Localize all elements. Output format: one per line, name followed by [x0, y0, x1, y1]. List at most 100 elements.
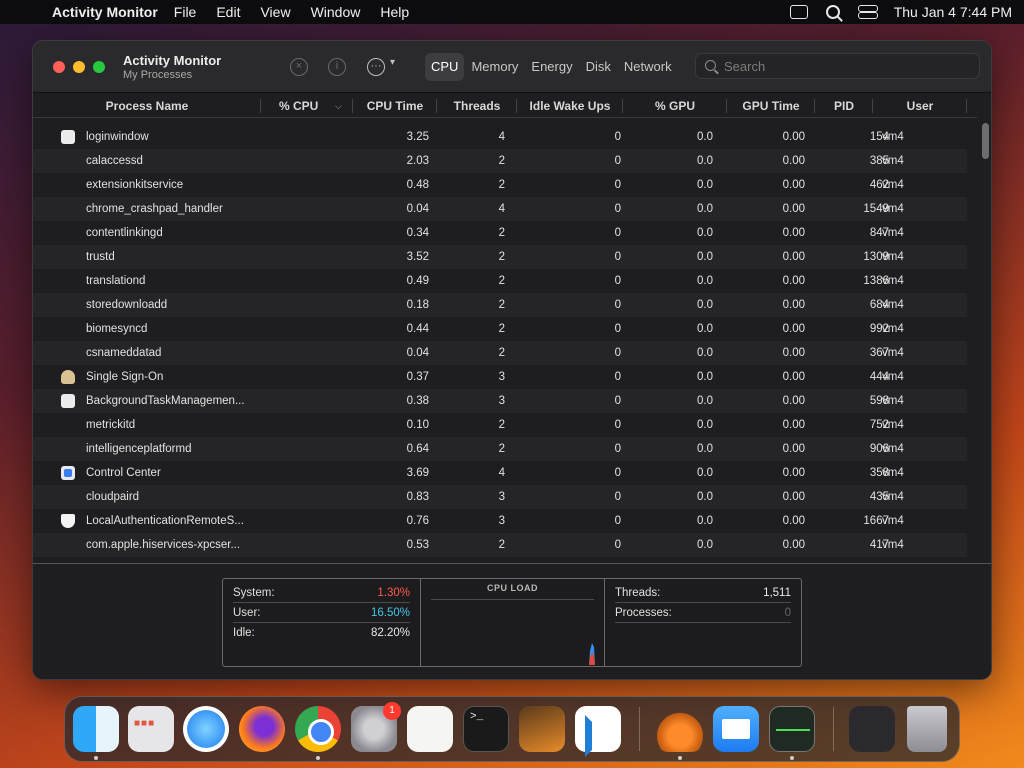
table-row[interactable]: chrome_crashpad_handler 0.04 4 0 0.0 0.00 1549… [33, 197, 967, 221]
search-input[interactable] [724, 56, 974, 76]
table-row[interactable]: BackgroundTaskManagemen... 0.38 3 0 0.0 0.00 5… [33, 389, 967, 413]
cell-idle-wake-ups: 0 [614, 515, 621, 527]
mail-icon[interactable] [713, 706, 759, 752]
textedit-icon[interactable] [407, 706, 453, 752]
table-row[interactable]: intelligenceplatformd 0.64 2 0 0.0 0.00 906 vm4 [33, 437, 967, 461]
tab-network[interactable]: Network [623, 59, 672, 74]
cell-idle-wake-ups: 0 [614, 155, 621, 167]
chevron-down-icon[interactable]: ▾ [390, 57, 396, 68]
table-row[interactable]: com.apple.hiservices-xpcser... 0.53 2 0 0.0 0… [33, 533, 967, 557]
zoom-window-button[interactable] [93, 61, 105, 73]
cell-user: vm4 [882, 227, 904, 239]
column-cpu-time[interactable]: CPU Time [353, 94, 437, 118]
cell-gpu-time: 0.00 [782, 491, 805, 503]
cell-process-name: calaccessd [86, 155, 143, 167]
table-row[interactable]: storedownloadd 0.18 2 0 0.0 0.00 684 vm4 [33, 293, 967, 317]
garageband-icon[interactable] [519, 706, 565, 752]
tab-bar: CPU Memory Energy Disk Network [425, 53, 679, 81]
cell-pid: 992 [869, 323, 889, 335]
tab-cpu[interactable]: CPU [425, 53, 465, 81]
screen-mirroring-icon[interactable] [789, 5, 808, 19]
menu-file[interactable]: File [173, 4, 197, 20]
close-window-button[interactable] [53, 61, 65, 73]
chrome-icon[interactable] [295, 706, 341, 752]
table-row[interactable]: loginwindow 3.25 4 0 0.0 0.00 154 vm4 [33, 125, 967, 149]
more-actions-icon[interactable]: ··· [367, 58, 385, 76]
menu-view[interactable]: View [260, 4, 291, 20]
cell-idle-wake-ups: 0 [614, 539, 621, 551]
firefox-icon[interactable] [239, 706, 285, 752]
threads-section: Threads: 1,511 Processes: 0 [605, 579, 801, 666]
trash-icon[interactable] [907, 706, 947, 752]
column-user[interactable]: User [873, 94, 967, 118]
table-row[interactable]: contentlinkingd 0.34 2 0 0.0 0.00 847 vm4 [33, 221, 967, 245]
safari-icon[interactable] [183, 706, 229, 752]
process-icon [61, 130, 75, 144]
spotlight-search-icon[interactable] [825, 5, 840, 19]
table-row[interactable]: metrickitd 0.10 2 0 0.0 0.00 752 vm4 [33, 413, 967, 437]
dock: 1 >_ [64, 696, 960, 762]
table-row[interactable]: Single Sign-On 0.37 3 0 0.0 0.00 444 vm4 [33, 365, 967, 389]
cell-idle-wake-ups: 0 [614, 467, 621, 479]
activity-monitor-icon[interactable] [769, 706, 815, 752]
table-row[interactable]: LocalAuthenticationRemoteS... 0.76 3 0 0.0 0.… [33, 509, 967, 533]
table-row[interactable]: trustd 3.52 2 0 0.0 0.00 1309 vm4 [33, 245, 967, 269]
cell-process-name: contentlinkingd [86, 227, 163, 239]
menu-app-name[interactable]: Activity Monitor [52, 4, 158, 20]
column-threads[interactable]: Threads [437, 94, 517, 118]
terminal-icon[interactable]: >_ [463, 706, 509, 752]
tab-disk[interactable]: Disk [585, 59, 611, 74]
cell-threads: 3 [498, 515, 505, 527]
tab-energy[interactable]: Energy [531, 59, 573, 74]
cell-pid: 462 [869, 179, 889, 191]
cell-user: vm4 [882, 515, 904, 527]
cell-pid: 385 [869, 155, 889, 167]
column-cpu-percent[interactable]: % CPU ⌵ [261, 94, 353, 118]
column-pid[interactable]: PID [815, 94, 873, 118]
control-center-icon[interactable] [857, 5, 878, 19]
scrollbar[interactable] [981, 121, 990, 561]
table-row[interactable]: translationd 0.49 2 0 0.0 0.00 1386 vm4 [33, 269, 967, 293]
minimize-window-button[interactable] [73, 61, 85, 73]
cell-idle-wake-ups: 0 [614, 131, 621, 143]
table-row[interactable]: biomesyncd 0.44 2 0 0.0 0.00 992 vm4 [33, 317, 967, 341]
scrollbar-thumb[interactable] [982, 123, 989, 159]
launchpad-icon[interactable] [128, 706, 174, 752]
cell-cpu-time: 3.25 [406, 131, 429, 143]
table-row[interactable]: csnameddatad 0.04 2 0 0.0 0.00 367 vm4 [33, 341, 967, 365]
column-process-name[interactable]: Process Name [33, 94, 261, 118]
menu-clock[interactable]: Thu Jan 4 7:44 PM [893, 4, 1012, 20]
menu-edit[interactable]: Edit [216, 4, 241, 20]
column-idle-wake-ups[interactable]: Idle Wake Ups [517, 94, 623, 118]
column-gpu-percent[interactable]: % GPU [623, 94, 727, 118]
cell-user: vm4 [882, 395, 904, 407]
cpu-stats-panel: System: 1.30% User: 16.50% Idle: 82.20% … [33, 563, 991, 679]
table-row[interactable]: extensionkitservice 0.48 2 0 0.0 0.00 462 vm4 [33, 173, 967, 197]
cell-cpu-time: 0.83 [406, 491, 429, 503]
finder-icon[interactable] [73, 706, 119, 752]
vscode-icon[interactable] [575, 706, 621, 757]
cell-cpu-time: 3.52 [406, 251, 429, 263]
menu-window[interactable]: Window [310, 4, 361, 20]
cell-gpu-percent: 0.0 [697, 299, 713, 311]
cell-cpu-time: 3.69 [406, 467, 429, 479]
info-icon[interactable]: i [328, 58, 346, 76]
downloads-stack-icon[interactable] [849, 706, 895, 752]
column-gpu-time[interactable]: GPU Time [727, 94, 815, 118]
cell-process-name: com.apple.hiservices-xpcser... [86, 539, 241, 551]
cell-gpu-time: 0.00 [782, 419, 805, 431]
table-row[interactable]: cloudpaird 0.83 3 0 0.0 0.00 435 vm4 [33, 485, 967, 509]
table-row[interactable]: Control Center 3.69 4 0 0.0 0.00 358 vm4 [33, 461, 967, 485]
cell-idle-wake-ups: 0 [614, 251, 621, 263]
cell-pid: 684 [869, 299, 889, 311]
cell-threads: 2 [498, 299, 505, 311]
menu-help[interactable]: Help [380, 4, 410, 20]
cell-pid: 1549 [863, 203, 889, 215]
search-box[interactable] [695, 53, 980, 79]
tab-memory[interactable]: Memory [471, 59, 519, 74]
cell-gpu-percent: 0.0 [697, 371, 713, 383]
flask-app-icon[interactable] [657, 706, 703, 752]
cell-process-name: loginwindow [86, 131, 149, 143]
table-row[interactable]: calaccessd 2.03 2 0 0.0 0.00 385 vm4 [33, 149, 967, 173]
stop-process-icon[interactable]: × [290, 58, 308, 76]
